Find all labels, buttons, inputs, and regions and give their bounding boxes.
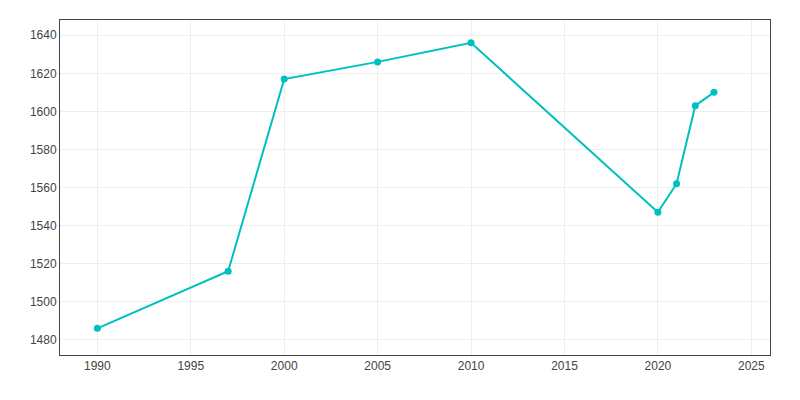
svg-text:1990: 1990 [84,359,111,373]
svg-text:2025: 2025 [738,359,765,373]
svg-text:2015: 2015 [551,359,578,373]
svg-text:2010: 2010 [458,359,485,373]
svg-text:2020: 2020 [645,359,672,373]
svg-text:1540: 1540 [30,219,57,233]
svg-text:1560: 1560 [30,181,57,195]
svg-text:2000: 2000 [271,359,298,373]
svg-text:1640: 1640 [30,28,57,42]
svg-text:1500: 1500 [30,295,57,309]
svg-text:2005: 2005 [364,359,391,373]
svg-text:1520: 1520 [30,257,57,271]
svg-text:1620: 1620 [30,67,57,81]
svg-text:1995: 1995 [177,359,204,373]
svg-text:1480: 1480 [30,333,57,347]
svg-text:1580: 1580 [30,143,57,157]
svg-text:1600: 1600 [30,105,57,119]
